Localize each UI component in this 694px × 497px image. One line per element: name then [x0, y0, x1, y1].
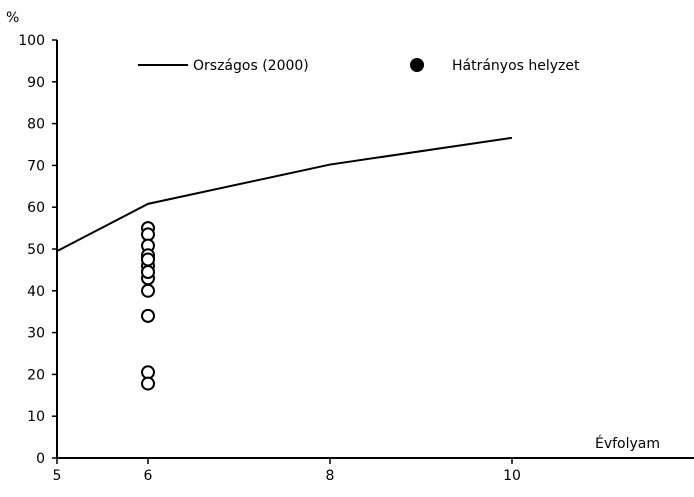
- open-point: [141, 365, 155, 380]
- open-point: [141, 264, 155, 279]
- y-tick-label: 60: [27, 200, 45, 216]
- y-tick-label: 70: [27, 158, 45, 174]
- y-tick-label: 0: [36, 451, 45, 467]
- legend: Országos (2000) Hátrányos helyzet: [138, 58, 580, 74]
- series-line: [56, 136, 513, 252]
- x-tick-label: 8: [326, 468, 335, 484]
- x-axis-label: Évfolyam: [595, 435, 660, 452]
- open-point: [141, 283, 155, 298]
- axes: 0 10 20 30 40 50 60 70 80 90 100 5 6 8 10: [18, 33, 694, 484]
- open-point: [141, 376, 155, 391]
- series-layer: [56, 136, 513, 391]
- x-tick-label: 6: [144, 468, 153, 484]
- x-tick-label: 5: [53, 468, 62, 484]
- y-tick-label: 40: [27, 284, 45, 300]
- open-point: [141, 252, 155, 267]
- x-tick-label: 10: [503, 468, 521, 484]
- y-tick-label: 30: [27, 326, 45, 342]
- y-axis-label: %: [6, 10, 19, 26]
- y-tick-label: 100: [18, 33, 45, 49]
- y-tick-label: 10: [27, 409, 45, 425]
- y-tick-label: 90: [27, 75, 45, 91]
- legend-label: Országos (2000): [193, 58, 309, 74]
- legend-label: Hátrányos helyzet: [452, 58, 580, 74]
- legend-marker-swatch: [410, 58, 424, 72]
- y-tick-label: 50: [27, 242, 45, 258]
- open-point: [141, 227, 155, 242]
- y-tick-label: 20: [27, 367, 45, 383]
- open-point: [141, 308, 155, 323]
- y-tick-label: 80: [27, 117, 45, 133]
